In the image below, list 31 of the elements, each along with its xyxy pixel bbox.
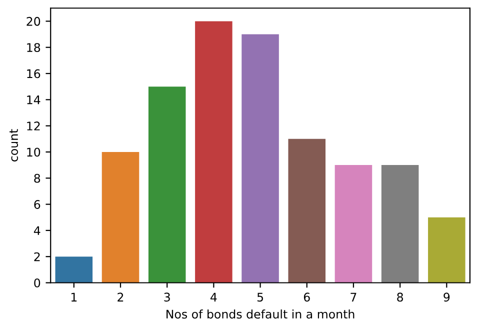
- x-tick-label: 2: [118, 292, 124, 302]
- y-tick-label: 0: [34, 278, 40, 288]
- bar: [195, 21, 232, 283]
- y-tick-label: 16: [27, 69, 40, 78]
- x-tick-label: 3: [164, 292, 170, 302]
- bar: [102, 152, 140, 283]
- bar: [242, 34, 279, 283]
- x-tick-label: 9: [444, 292, 450, 302]
- x-tick-label: 5: [257, 292, 264, 302]
- x-tick-label: 1: [71, 292, 77, 302]
- y-axis-title: count: [10, 129, 18, 162]
- y-tick-label: 6: [34, 200, 40, 209]
- bar: [55, 256, 93, 283]
- y-tick-label: 20: [26, 16, 40, 26]
- bar: [381, 165, 419, 283]
- y-tick-label: 2: [34, 252, 40, 262]
- x-tick-label: 4: [210, 292, 217, 302]
- y-tick-label: 18: [27, 43, 40, 52]
- bar: [334, 165, 372, 283]
- bar: [148, 86, 186, 283]
- y-tick-label: 10: [27, 148, 40, 157]
- y-tick-label: 4: [34, 226, 40, 235]
- y-tick-label: 14: [27, 96, 40, 104]
- y-tick-label: 12: [27, 122, 40, 130]
- y-tick-label: 8: [34, 174, 40, 183]
- bar: [428, 217, 466, 283]
- x-tick-label: 6: [304, 292, 310, 302]
- bar: [288, 138, 326, 283]
- x-tick-label: 8: [397, 292, 404, 302]
- x-axis-title: Nos of bonds default in a month: [166, 309, 354, 319]
- x-tick-label: 7: [350, 292, 356, 302]
